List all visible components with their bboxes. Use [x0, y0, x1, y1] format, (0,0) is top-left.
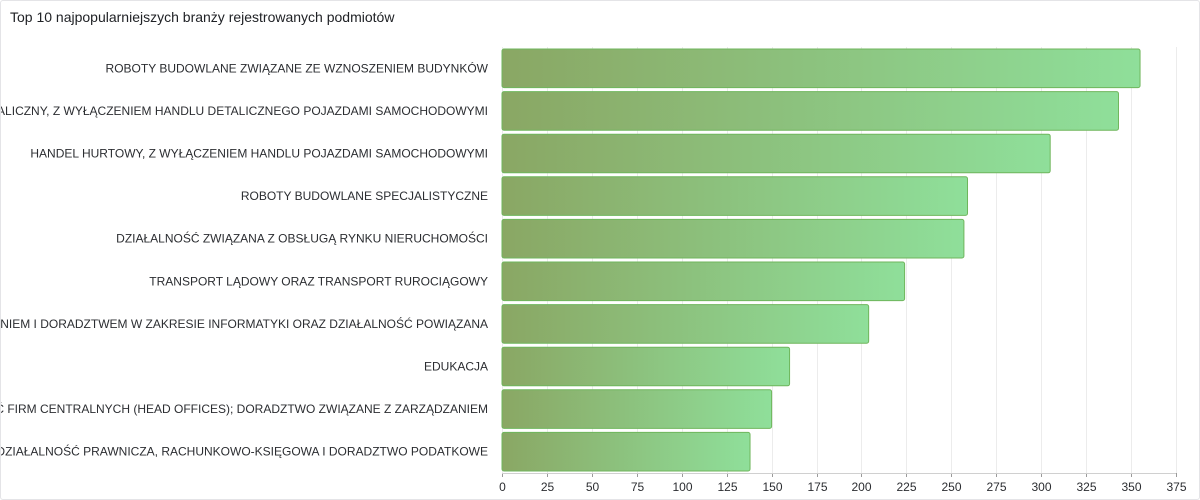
category-label: HANDEL DETALICZNY, Z WYŁĄCZENIEM HANDLU … — [1, 104, 488, 118]
category-label: TRANSPORT LĄDOWY ORAZ TRANSPORT RUROCIĄG… — [149, 274, 488, 288]
category-labels: ROBOTY BUDOWLANE ZWIĄZANE ZE WZNOSZENIEM… — [1, 60, 489, 458]
category-label: HANDEL HURTOWY, Z WYŁĄCZENIEM HANDLU POJ… — [30, 147, 488, 161]
x-tick-label: 375 — [1166, 480, 1186, 494]
x-tick-label: 350 — [1121, 480, 1141, 494]
category-label: DZIAŁALNOŚĆ ZWIĄZANA Z OBSŁUGĄ RYNKU NIE… — [116, 231, 488, 246]
bar — [501, 431, 751, 472]
category-label: EDUKACJA — [424, 360, 488, 374]
bar — [501, 389, 773, 429]
x-tick-label: 0 — [499, 480, 506, 494]
x-tick-label: 250 — [941, 480, 961, 494]
category-label: DZIAŁALNOŚĆ ZWIĄZANA Z OPROGRAMOWANIEM I… — [1, 316, 488, 331]
x-tick-label: 225 — [896, 480, 916, 494]
category-label: DZIAŁALNOŚĆ PRAWNICZA, RACHUNKOWO-KSIĘGO… — [1, 444, 488, 459]
x-tick-label: 150 — [762, 480, 782, 494]
bar — [501, 91, 1119, 131]
x-tick-label: 125 — [717, 480, 737, 494]
bar — [501, 48, 1141, 89]
x-tick-label: 100 — [672, 480, 692, 494]
category-label: ROBOTY BUDOWLANE ZWIĄZANE ZE WZNOSZENIEM… — [106, 60, 489, 75]
bar — [501, 304, 870, 344]
category-label: ROBOTY BUDOWLANE SPECJALISTYCZNE — [241, 189, 488, 203]
x-tick-label: 50 — [586, 480, 600, 494]
category-label: DZIAŁALNOŚĆ FIRM CENTRALNYCH (HEAD OFFIC… — [1, 401, 488, 416]
bar — [501, 261, 906, 302]
x-tick-label: 200 — [851, 480, 871, 494]
x-tick-label: 300 — [1031, 480, 1051, 494]
x-tick-label: 25 — [541, 480, 555, 494]
x-tick-label: 75 — [631, 480, 645, 494]
bar — [501, 346, 791, 387]
bar — [501, 133, 1051, 174]
bar — [501, 218, 965, 259]
x-tick-label: 175 — [807, 480, 827, 494]
panel-title: Top 10 najpopularniejszych branży rejest… — [10, 9, 395, 25]
x-tick-label: 275 — [986, 480, 1006, 494]
x-tick-label: 325 — [1076, 480, 1096, 494]
bars — [501, 48, 1141, 472]
x-axis-ticks: 0 25 50 75 100 125 150 175 200 225 250 275 300 325 350… — [499, 473, 1187, 494]
bar — [501, 176, 969, 216]
